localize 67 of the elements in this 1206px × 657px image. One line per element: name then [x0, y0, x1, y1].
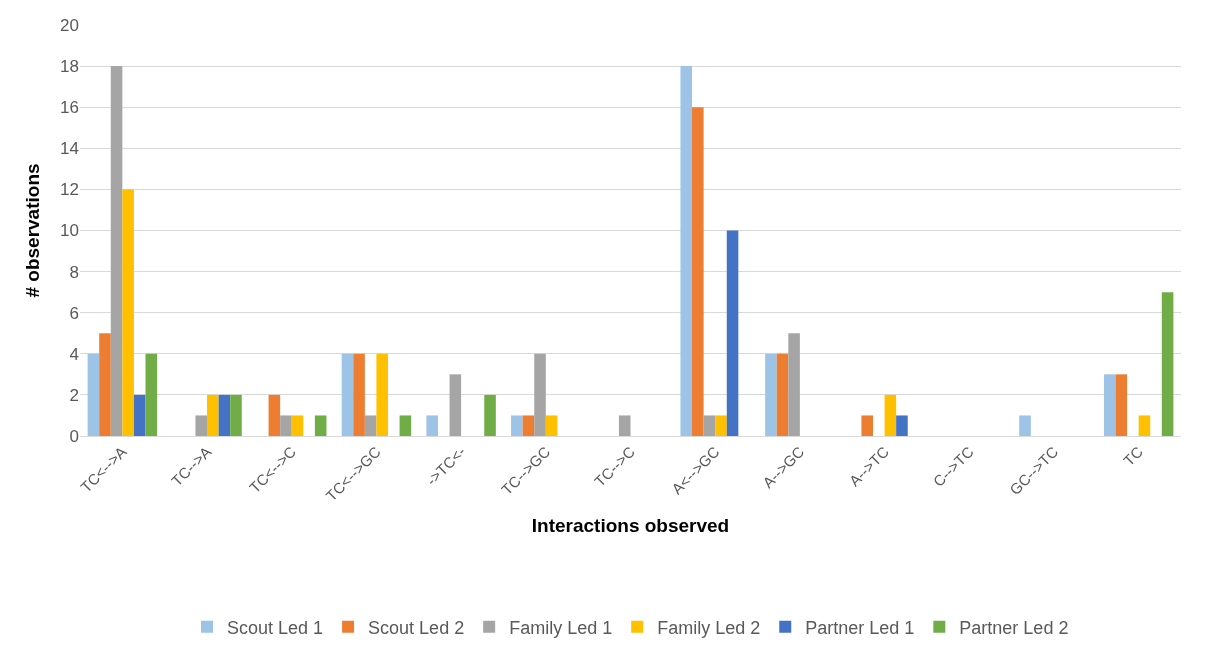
bar [484, 394, 496, 436]
bar [364, 415, 377, 436]
bar [1161, 292, 1174, 436]
legend-label: Partner Led 2 [959, 617, 1069, 638]
bar [522, 415, 535, 436]
bar [291, 415, 304, 436]
bar [884, 394, 897, 436]
y-tick-label: 20 [60, 15, 79, 35]
y-tick-label: 18 [60, 57, 79, 77]
bar [545, 415, 558, 436]
bar [534, 353, 546, 436]
bar [765, 353, 777, 436]
bar [133, 394, 146, 436]
y-axis-title: # observations [21, 163, 43, 298]
y-tick-label: 16 [60, 98, 79, 118]
bar [715, 415, 727, 436]
bar [1019, 415, 1031, 436]
legend-label: Family Led 1 [509, 617, 613, 638]
y-tick-label: 10 [60, 221, 79, 241]
bar [207, 394, 219, 436]
bar [399, 415, 412, 436]
bar [861, 415, 873, 436]
x-axis-title: Interactions observed [531, 515, 730, 537]
bar [788, 333, 800, 436]
y-tick-label: 12 [60, 180, 79, 200]
bar [230, 394, 242, 436]
bar [376, 353, 388, 436]
bar [341, 353, 354, 436]
bar [314, 415, 327, 436]
legend-label: Scout Led 1 [227, 617, 324, 638]
bar [87, 353, 100, 436]
bar [145, 353, 158, 436]
bar [218, 394, 231, 436]
bar [680, 66, 693, 436]
bar [1103, 374, 1116, 436]
bar [703, 415, 716, 436]
bar [99, 333, 111, 436]
bar [268, 394, 281, 436]
bar [110, 66, 123, 436]
bar [280, 415, 292, 436]
bar [195, 415, 208, 436]
y-tick-label: 6 [69, 303, 79, 323]
bar [896, 415, 908, 436]
y-tick-label: 4 [69, 344, 79, 364]
y-tick-label: 0 [69, 426, 79, 446]
x-tick-label: A<-->GC [668, 442, 723, 498]
legend-label: Partner Led 1 [805, 617, 915, 638]
y-tick-label: 8 [69, 262, 79, 282]
y-tick-label: 2 [69, 385, 79, 405]
bar [726, 230, 739, 436]
bar [122, 189, 134, 436]
bar [426, 415, 438, 436]
x-tick-label: TC<-->A [77, 442, 130, 496]
legend-label: Scout Led 2 [368, 617, 465, 638]
bar [618, 415, 631, 436]
x-tick-label: TC [1119, 442, 1147, 470]
x-tick-label: TC<-->C [245, 442, 300, 497]
bar [449, 374, 462, 436]
bar [353, 353, 365, 436]
legend-label: Family Led 2 [657, 617, 761, 638]
bar [1138, 415, 1151, 436]
y-tick-label: 14 [60, 139, 79, 159]
x-tick-label: TC<-->GC [322, 442, 384, 505]
bar [776, 353, 789, 436]
bar [511, 415, 523, 436]
bar [1115, 374, 1128, 436]
bar [692, 107, 704, 436]
